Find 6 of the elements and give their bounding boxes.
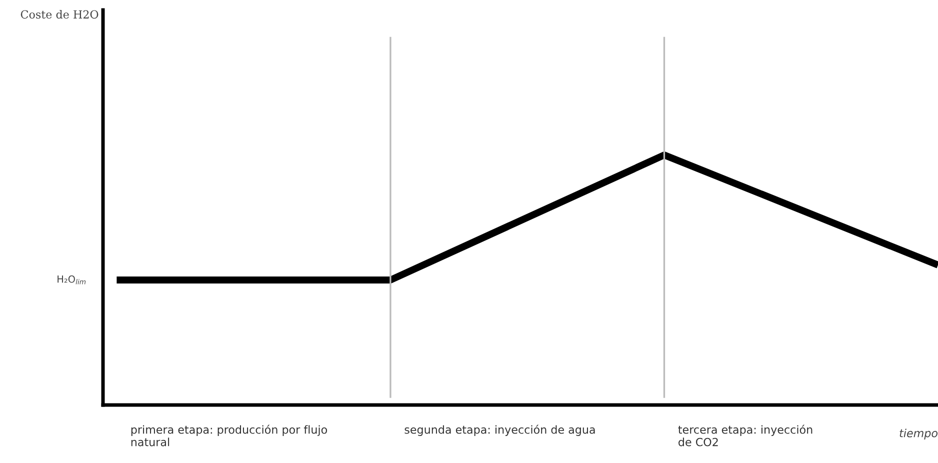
text: tercera etapa: inyección de CO2 xyxy=(678,424,812,446)
text: H₂O$_{lim}$ xyxy=(58,275,86,284)
text: segunda etapa: inyección de agua xyxy=(404,424,595,436)
x-axis-title: tiempo xyxy=(900,428,938,440)
text: primera etapa: producción por flujo natural xyxy=(131,424,328,446)
text: Coste de H2O xyxy=(20,10,98,19)
